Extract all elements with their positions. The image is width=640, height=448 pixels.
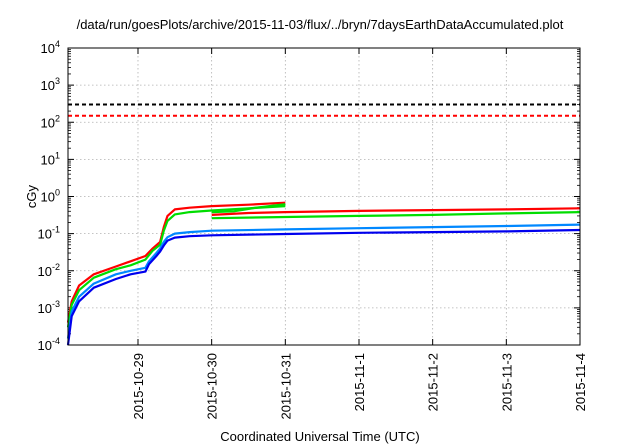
x-tick-label: 2015-11-2 (426, 353, 441, 411)
y-axis-label: cGy (24, 184, 39, 208)
series-line (66, 201, 286, 323)
series-line (66, 223, 581, 339)
x-tick-label: 2015-10-30 (205, 353, 220, 420)
x-axis-label: Coordinated Universal Time (UTC) (220, 429, 420, 444)
x-tick-label: 2015-11-3 (499, 353, 514, 411)
y-tick-label: 10-4 (38, 336, 60, 353)
y-tick-label: 104 (41, 39, 60, 56)
x-tick-label: 2015-10-31 (278, 353, 293, 420)
series-line (66, 228, 581, 346)
y-tick-label: 101 (41, 150, 60, 167)
series-line (66, 205, 286, 328)
x-tick-label: 2015-11-1 (352, 353, 367, 411)
y-tick-label: 100 (41, 188, 60, 205)
series-line (211, 203, 286, 214)
y-tick-label: 10-1 (38, 225, 60, 242)
y-tick-label: 102 (41, 113, 60, 130)
y-tick-label: 10-3 (38, 299, 60, 316)
y-tick-label: 10-2 (38, 262, 60, 279)
chart-title: /data/run/goesPlots/archive/2015-11-03/f… (76, 17, 564, 32)
x-tick-label: 2015-11-4 (573, 353, 588, 411)
series-line (211, 207, 581, 216)
x-tick-label: 2015-10-29 (131, 353, 146, 420)
y-tick-label: 103 (41, 76, 60, 93)
plot-frame (67, 47, 581, 346)
series-line (211, 211, 581, 220)
